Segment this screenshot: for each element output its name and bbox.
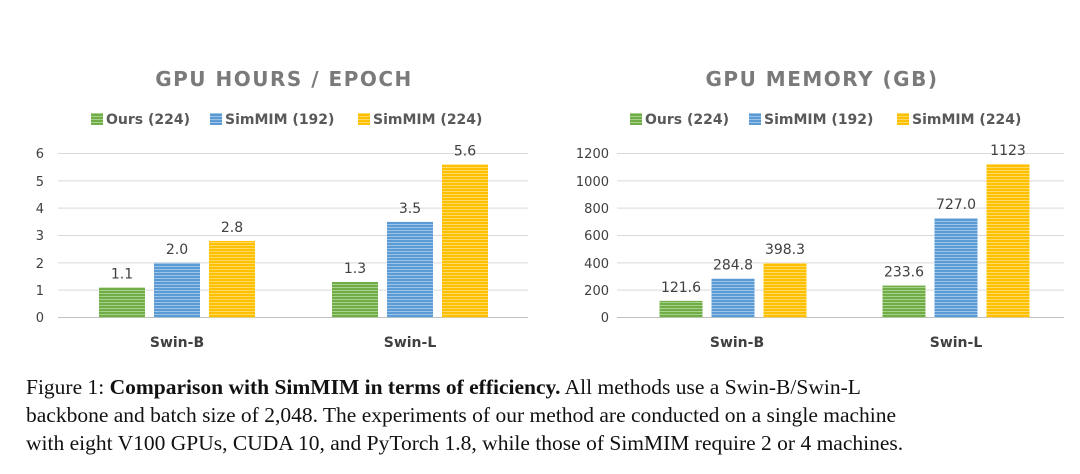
x-category-label: Swin-B <box>150 335 204 351</box>
bar-ours-224-swin-l <box>332 281 378 318</box>
data-label: 1.1 <box>111 266 133 282</box>
legend: Ours (224) SimMIM (192) SimMIM (224) <box>91 112 482 128</box>
chart-gpu-hours: GPU HOURS / EPOCH Ours (224) SimMIM (192… <box>36 67 528 351</box>
bar-simmim-224-swin-b <box>209 240 255 318</box>
legend-swatch-simmim-192 <box>210 113 222 125</box>
chart-title: GPU MEMORY (GB) <box>706 67 939 91</box>
data-label: 2.0 <box>166 242 188 258</box>
legend-swatch-simmim-224 <box>897 113 909 125</box>
bars <box>659 164 1030 318</box>
data-label: 1123 <box>990 143 1026 159</box>
y-axis-ticks: 0 1 2 3 4 5 6 <box>36 147 44 326</box>
legend: Ours (224) SimMIM (192) SimMIM (224) <box>630 112 1021 128</box>
data-label: 2.8 <box>221 220 243 236</box>
y-axis-ticks: 0 200 400 600 800 1000 1200 <box>576 147 609 326</box>
chart-title: GPU HOURS / EPOCH <box>155 67 413 91</box>
y-tick-label: 0 <box>601 311 609 326</box>
caption-line: with eight V100 GPUs, CUDA 10, and PyTor… <box>26 431 904 455</box>
legend-swatch-simmim-224 <box>358 113 370 125</box>
bars <box>99 164 488 318</box>
data-label: 5.6 <box>454 143 476 159</box>
y-tick-label: 400 <box>584 257 609 272</box>
caption-line: Figure 1: Comparison with SimMIM in term… <box>26 373 1066 401</box>
y-tick-label: 1200 <box>576 147 609 162</box>
y-tick-label: 5 <box>36 175 44 190</box>
bar-simmim-224-swin-l <box>986 164 1030 318</box>
y-tick-label: 6 <box>36 147 44 162</box>
bar-simmim-192-swin-l <box>934 218 978 318</box>
y-tick-label: 600 <box>584 229 609 244</box>
legend-label: SimMIM (192) <box>225 112 334 128</box>
legend-label: Ours (224) <box>106 112 190 128</box>
plot-area: 121.6 284.8 398.3 233.6 727.0 1123 <box>617 143 1064 318</box>
data-labels: 121.6 284.8 398.3 233.6 727.0 1123 <box>661 143 1026 296</box>
data-label: 1.3 <box>344 261 366 277</box>
data-label: 233.6 <box>884 265 924 281</box>
x-category-label: Swin-B <box>710 335 764 351</box>
x-axis-categories: Swin-B Swin-L <box>710 335 982 351</box>
legend-label: SimMIM (192) <box>764 112 873 128</box>
legend-label: SimMIM (224) <box>912 112 1021 128</box>
data-label: 121.6 <box>661 280 701 296</box>
bar-ours-224-swin-b <box>99 287 145 318</box>
legend-swatch-ours-224 <box>91 113 103 125</box>
bar-simmim-192-swin-b <box>154 262 200 318</box>
y-tick-label: 1 <box>36 284 44 299</box>
data-label: 727.0 <box>936 197 976 213</box>
y-tick-label: 1000 <box>576 175 609 190</box>
figure-caption: Figure 1: Comparison with SimMIM in term… <box>26 373 1066 457</box>
legend-swatch-simmim-192 <box>749 113 761 125</box>
y-tick-label: 3 <box>36 229 44 244</box>
data-labels: 1.1 2.0 2.8 1.3 3.5 5.6 <box>111 143 476 282</box>
caption-bold-title: Comparison with SimMIM in terms of effic… <box>109 375 561 399</box>
bar-simmim-192-swin-b <box>711 278 755 318</box>
caption-text: All methods use a Swin-B/Swin-L <box>564 375 861 399</box>
caption-label: Figure 1: <box>26 375 105 399</box>
legend-label: Ours (224) <box>645 112 729 128</box>
legend-label: SimMIM (224) <box>373 112 482 128</box>
y-tick-label: 200 <box>584 284 609 299</box>
y-tick-label: 4 <box>36 202 44 217</box>
figure-charts: GPU HOURS / EPOCH Ours (224) SimMIM (192… <box>36 67 1064 351</box>
bar-simmim-224-swin-l <box>442 164 488 318</box>
data-label: 284.8 <box>713 258 753 274</box>
chart-gpu-memory: GPU MEMORY (GB) Ours (224) SimMIM (192) … <box>576 67 1064 351</box>
x-category-label: Swin-L <box>384 335 437 351</box>
legend-swatch-ours-224 <box>630 113 642 125</box>
bar-ours-224-swin-b <box>659 300 703 318</box>
y-tick-label: 800 <box>584 202 609 217</box>
x-axis-categories: Swin-B Swin-L <box>150 335 436 351</box>
plot-area: 1.1 2.0 2.8 1.3 3.5 5.6 <box>58 143 528 318</box>
x-category-label: Swin-L <box>930 335 983 351</box>
caption-line: backbone and batch size of 2,048. The ex… <box>26 403 897 427</box>
bar-simmim-224-swin-b <box>763 263 807 318</box>
data-label: 3.5 <box>399 201 421 217</box>
y-tick-label: 2 <box>36 257 44 272</box>
data-label: 398.3 <box>765 242 805 258</box>
y-tick-label: 0 <box>36 311 44 326</box>
bar-ours-224-swin-l <box>882 285 926 318</box>
bar-simmim-192-swin-l <box>387 221 433 318</box>
